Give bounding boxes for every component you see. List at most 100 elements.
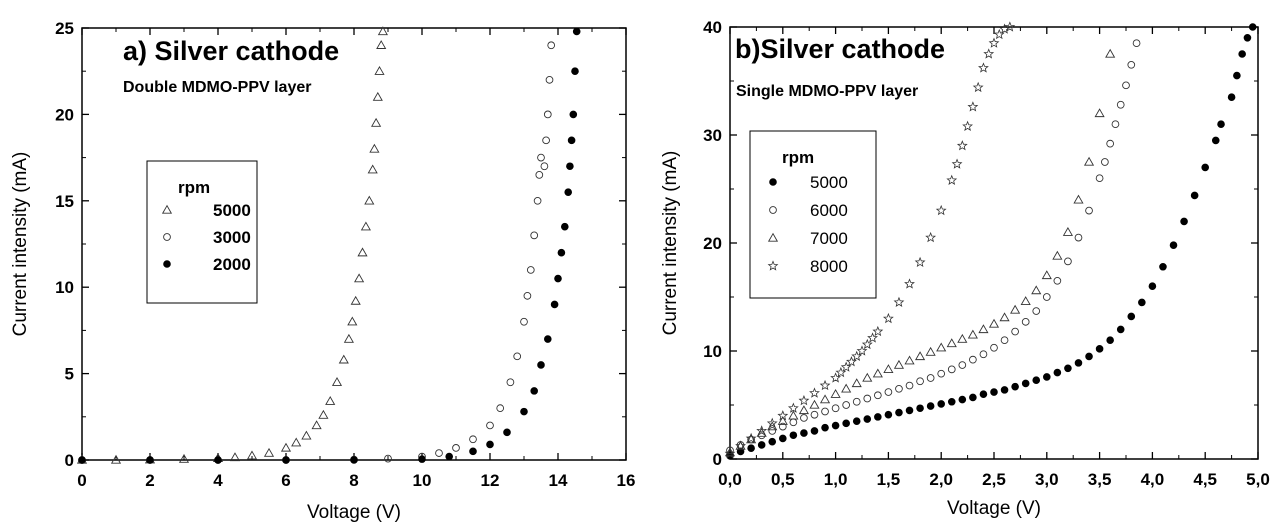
panel-b-legend-marker-6000 — [769, 206, 777, 214]
panel-b-point-7000 — [936, 342, 947, 352]
panel-b-point-8000 — [840, 361, 852, 372]
panel-a-legend-box — [146, 160, 258, 304]
panel-b-point-5000 — [789, 431, 798, 440]
panel-b-point-6000 — [768, 427, 777, 435]
panel-b-point-6000 — [842, 401, 851, 409]
panel-a-point-3000 — [384, 454, 392, 463]
panel-a-point-5000 — [325, 396, 336, 405]
panel-a-legend: rpm 5000 3000 2000 — [146, 160, 258, 304]
panel-a-legend-title: rpm — [178, 178, 210, 197]
panel-b-point-7000 — [830, 388, 841, 398]
panel-a-x-tick-label: 10 — [413, 471, 432, 490]
panel-b-point-5000 — [1217, 120, 1225, 128]
panel-b-point-8000 — [925, 231, 937, 243]
panel-a-point-2000 — [520, 407, 528, 416]
panel-b-y-tick-label: 20 — [703, 234, 722, 253]
panel-b-point-7000 — [1094, 108, 1105, 118]
panel-b-x-tick-label: 3,5 — [1088, 470, 1112, 489]
panel-b-point-6000 — [958, 361, 967, 369]
panel-b-point-6000 — [1085, 206, 1093, 215]
panel-a-point-3000 — [542, 136, 550, 145]
panel-a-x-tick-label: 2 — [145, 471, 154, 490]
panel-b-point-7000 — [788, 410, 799, 420]
panel-a-point-3000 — [526, 266, 535, 274]
panel-a-point-2000 — [566, 162, 574, 171]
panel-a-point-2000 — [78, 456, 86, 464]
panel-b-point-6000 — [831, 404, 840, 413]
panel-a-legend-marker-3000 — [163, 233, 171, 241]
panel-b-y-tick-label: 40 — [703, 18, 722, 37]
panel-a-point-2000 — [530, 387, 538, 395]
panel-b-point-5000 — [863, 415, 872, 423]
panel-b-point-6000 — [1074, 233, 1083, 242]
panel-b-point-8000 — [993, 28, 1005, 40]
panel-a-y-tick-label: 5 — [65, 365, 74, 384]
panel-b-point-7000 — [925, 346, 936, 356]
panel-b-point-6000 — [969, 355, 977, 364]
panel-a-point-3000 — [486, 421, 494, 430]
panel-a-point-2000 — [418, 455, 426, 463]
panel-b-point-5000 — [810, 427, 819, 435]
panel-a-point-2000 — [554, 274, 562, 283]
panel-a-point-3000 — [520, 317, 528, 326]
panel-b-point-8000 — [846, 356, 857, 367]
panel-b-y-tick-label: 0 — [713, 450, 722, 469]
panel-a-point-3000 — [506, 378, 515, 387]
panel-b-point-5000 — [1043, 373, 1051, 381]
panel-b-point-5000 — [1248, 23, 1257, 31]
panel-b-point-7000 — [1041, 270, 1052, 280]
panel-b-point-5000 — [1169, 241, 1178, 249]
panel-b-point-7000 — [988, 318, 1000, 328]
panel-a-point-5000 — [311, 420, 322, 430]
panel-b-point-8000 — [914, 256, 926, 268]
panel-a-point-2000 — [486, 440, 494, 449]
panel-a-point-2000 — [537, 361, 545, 369]
panel-b-point-7000 — [851, 378, 862, 388]
panel-b-legend: rpm 5000 6000 7000 8000 — [749, 130, 877, 299]
panel-b-point-7000 — [1062, 226, 1073, 236]
panel-b-point-6000 — [905, 381, 914, 390]
panel-b-point-8000 — [872, 325, 884, 337]
panel-b-point-5000 — [895, 408, 903, 417]
panel-b-point-6000 — [1011, 327, 1019, 336]
panel-a-x-tick-label: 16 — [617, 471, 636, 490]
panel-b-point-6000 — [789, 418, 798, 427]
panel-b-point-8000 — [882, 312, 894, 324]
panel-b-legend-label-8000: 8000 — [810, 257, 848, 276]
panel-b-point-8000 — [766, 417, 778, 428]
panel-b-point-7000 — [809, 399, 820, 409]
panel-a-point-5000 — [367, 164, 378, 174]
panel-b-point-7000 — [1010, 304, 1021, 314]
panel-b-legend-title: rpm — [782, 148, 814, 167]
panel-a-point-5000 — [377, 26, 388, 36]
panel-b-point-5000 — [979, 390, 988, 399]
panel-b-point-5000 — [1243, 33, 1252, 42]
panel-b-point-6000 — [1042, 293, 1051, 301]
panel-b-x-tick-label: 3,0 — [1035, 470, 1059, 489]
panel-b-x-tick-label: 2,5 — [982, 470, 1006, 489]
panel-a-point-3000 — [547, 41, 556, 50]
panel-a-point-2000 — [543, 335, 552, 343]
panel-b-point-7000 — [1031, 285, 1042, 295]
panel-b-point-7000 — [883, 364, 894, 374]
panel-b-point-6000 — [1122, 81, 1130, 90]
panel-b-point-6000 — [926, 374, 935, 382]
panel-a-point-5000 — [338, 354, 349, 364]
panel-a-legend-label-2000: 2000 — [213, 255, 251, 274]
panel-a-point-5000 — [280, 442, 292, 452]
panel-a-point-5000 — [318, 409, 329, 419]
panel-b-point-5000 — [1064, 364, 1072, 373]
panel-a-point-2000 — [571, 67, 579, 75]
panel-b-point-6000 — [1116, 100, 1125, 109]
panel-a-point-3000 — [469, 435, 477, 444]
panel-b-point-7000 — [1073, 194, 1084, 204]
panel-b-point-7000 — [1083, 156, 1095, 166]
panel-b-point-5000 — [958, 395, 967, 404]
panel-b-point-8000 — [988, 37, 1000, 48]
panel-b-point-8000 — [935, 204, 947, 216]
panel-a-point-2000 — [214, 456, 222, 464]
panel-b-point-8000 — [861, 338, 873, 350]
panel-a-point-2000 — [560, 222, 569, 231]
panel-b-point-5000 — [937, 400, 945, 408]
panel-b-point-5000 — [1238, 50, 1246, 58]
